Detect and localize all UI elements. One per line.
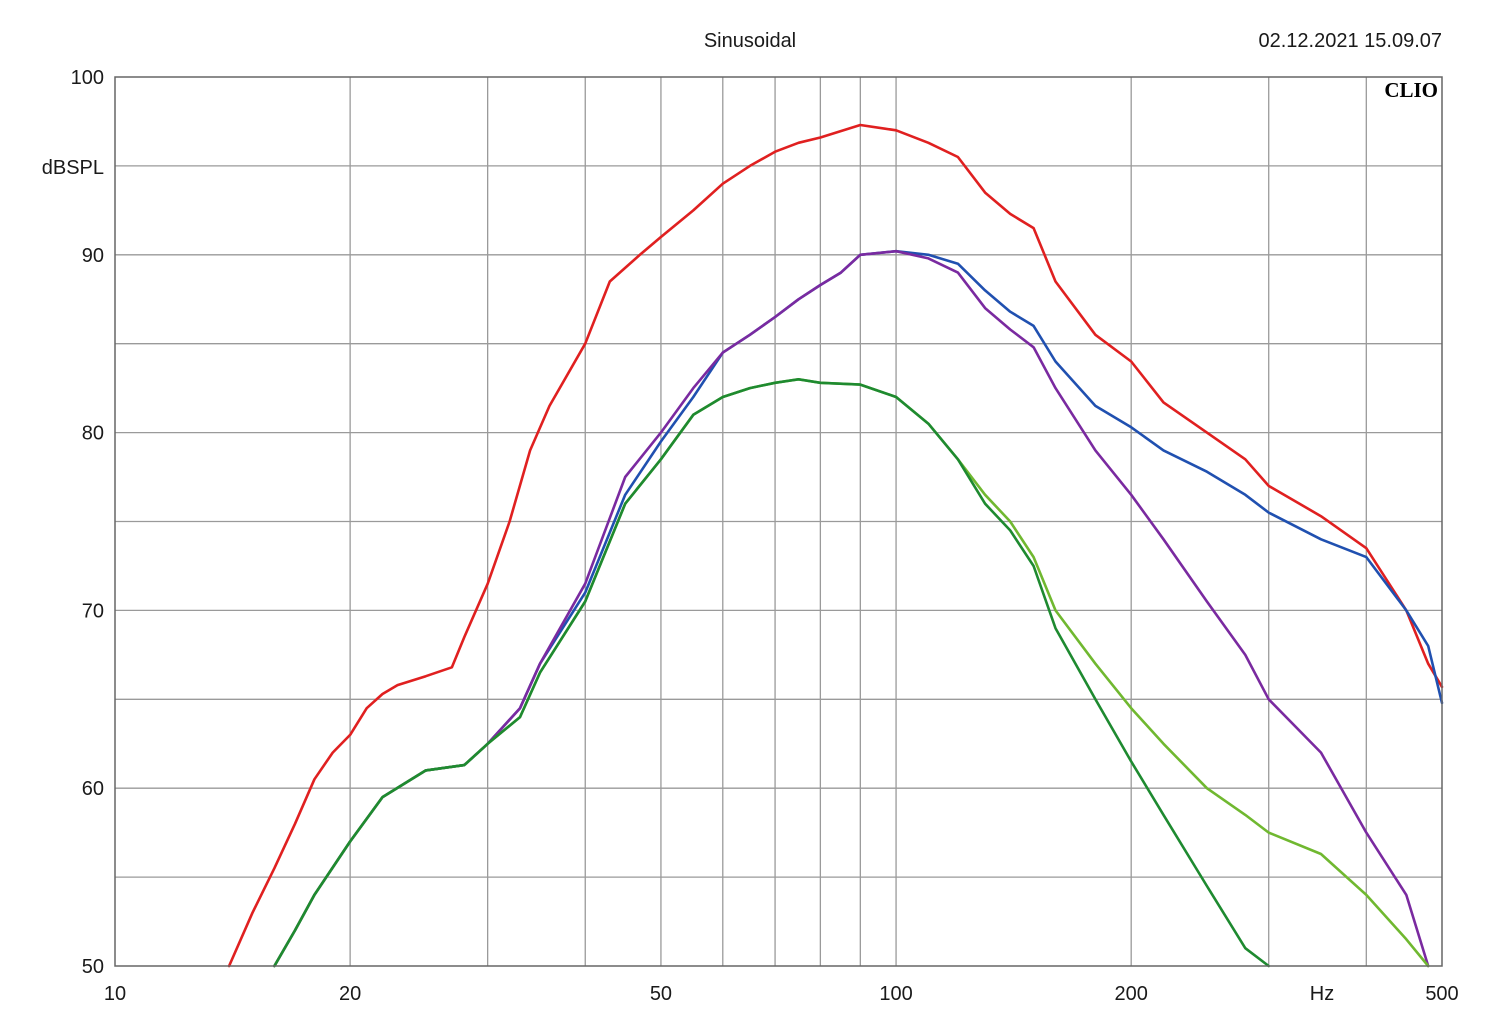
chart-title: Sinusoidal (704, 30, 796, 52)
timestamp: 02.12.2021 15.09.07 (1258, 30, 1442, 52)
x-tick-label: 50 (650, 983, 672, 1005)
y-tick-label: 50 (82, 956, 104, 978)
x-tick-label: 10 (104, 983, 126, 1005)
y-tick-label: 80 (82, 423, 104, 445)
x-tick-label: 500 (1425, 983, 1458, 1005)
y-tick-label: 70 (82, 600, 104, 622)
x-tick-label: 200 (1114, 983, 1147, 1005)
y-tick-label: 60 (82, 778, 104, 800)
series-line-dark-green (273, 378, 1270, 968)
x-axis-unit-label: Hz (1310, 983, 1334, 1005)
y-axis-label: dBSPL (42, 157, 104, 179)
y-tick-label: 100 (71, 67, 104, 89)
tick-labels: 10 20 50 100 200 500 50 60 70 80 90 100 (71, 67, 1459, 1005)
x-tick-label: 100 (879, 983, 912, 1005)
series-line-red (227, 123, 1444, 968)
x-tick-label: 20 (339, 983, 361, 1005)
series-layer (227, 123, 1444, 968)
clio-logo: CLIO (1384, 78, 1438, 102)
plot-frame (114, 76, 1443, 967)
grid (115, 77, 1442, 966)
y-tick-label: 90 (82, 245, 104, 267)
